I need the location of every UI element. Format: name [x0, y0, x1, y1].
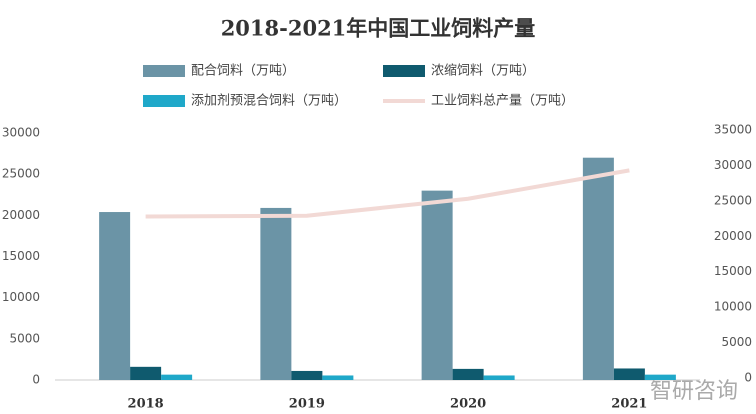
x-tick-label: 2019 — [289, 397, 325, 412]
y-tick-label: 10000 — [2, 290, 40, 304]
bar — [613, 368, 645, 380]
x-tick-label: 2020 — [450, 397, 486, 412]
y2-tick-label: 20000 — [714, 229, 752, 243]
x-tick-label: 2021 — [611, 397, 647, 412]
bar — [322, 375, 354, 380]
bar — [452, 368, 484, 380]
chart-title: 2018-2021年中国工业饲料产量 — [221, 16, 536, 41]
y2-tick-label: 10000 — [714, 300, 752, 314]
y-tick-label: 25000 — [2, 167, 40, 181]
x-tick-label: 2018 — [128, 397, 164, 412]
bar — [644, 374, 676, 380]
y2-tick-label: 5000 — [721, 335, 752, 349]
watermark: 智研咨询 — [650, 379, 738, 404]
y2-tick-label: 0 — [744, 371, 752, 385]
bar — [582, 157, 614, 380]
bar — [161, 374, 193, 380]
legend-label: 添加剂预混合饲料（万吨） — [191, 94, 347, 109]
legend-swatch — [383, 65, 425, 77]
bar — [421, 190, 453, 380]
y2-tick-label: 30000 — [714, 158, 752, 172]
legend-swatch — [143, 95, 185, 107]
y2-tick-label: 25000 — [714, 193, 752, 207]
y2-tick-label: 35000 — [714, 123, 752, 137]
bar — [99, 212, 131, 380]
y-tick-label: 30000 — [2, 126, 40, 140]
bar — [483, 375, 515, 380]
bar — [260, 207, 292, 380]
bar — [291, 370, 323, 380]
y-tick-label: 15000 — [2, 249, 40, 263]
legend-label: 工业饲料总产量（万吨） — [431, 94, 574, 109]
bar — [130, 366, 162, 380]
y-tick-label: 20000 — [2, 208, 40, 222]
y-tick-label: 0 — [32, 373, 40, 387]
y2-tick-label: 15000 — [714, 264, 752, 278]
legend-swatch — [143, 65, 185, 77]
y-tick-label: 5000 — [9, 331, 40, 345]
legend-label: 配合饲料（万吨） — [191, 64, 295, 79]
legend-label: 浓缩饲料（万吨） — [431, 63, 535, 79]
line — [145, 168, 630, 219]
